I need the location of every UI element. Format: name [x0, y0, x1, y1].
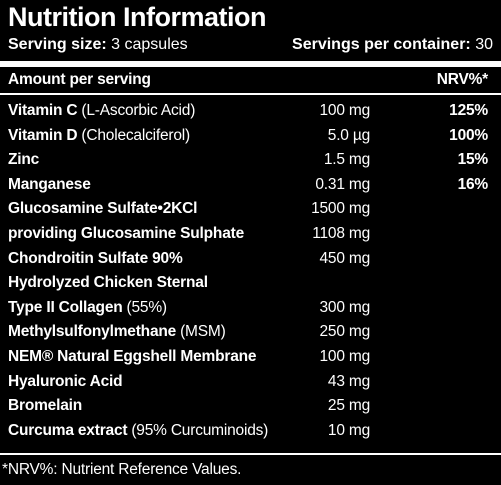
nutrient-name: NEM® Natural Eggshell Membrane — [8, 347, 257, 367]
amount: 10 mg — [327, 421, 370, 439]
nutrient-name: Curcuma extract (95% Curcuminoids) — [8, 421, 268, 441]
amount: 1.5 mg — [323, 151, 370, 169]
nutrient: Zinc — [8, 151, 40, 169]
nutrient: Hyaluronic Acid — [8, 372, 123, 390]
divider — [0, 61, 501, 67]
divider — [0, 93, 501, 95]
nutrient-detail: (Cholecalciferol) — [81, 126, 190, 144]
nutrient-detail: (55%) — [126, 298, 168, 316]
nutrient-detail: (95% Curcuminoids) — [131, 421, 269, 439]
amount: 25 mg — [327, 397, 370, 415]
nrv: 15% — [457, 151, 489, 169]
nutrient: providing Glucosamine Sulphate — [8, 225, 245, 242]
nutrient: Methylsulfonylmethane — [8, 323, 177, 341]
nutrient-detail: (L-Ascorbic Acid) — [81, 102, 196, 119]
serving-size-label: Serving size: — [8, 36, 107, 53]
amount: 0.31 mg — [315, 175, 370, 193]
amount: 250 mg — [319, 323, 371, 341]
nutrient-name: Manganese — [8, 175, 91, 195]
divider — [0, 453, 501, 455]
amount: 300 mg — [319, 298, 371, 316]
nutrient-detail: (MSM) — [180, 323, 226, 341]
nutrient: Vitamin D — [8, 126, 78, 144]
nrv-header: NRV%* — [436, 71, 488, 88]
title: Nutrition Information — [8, 2, 266, 32]
amount-header: Amount per serving — [8, 71, 151, 88]
nutrient-name: Methylsulfonylmethane (MSM) — [8, 322, 226, 342]
nutrient-name: providing Glucosamine Sulphate — [8, 224, 244, 244]
nutrient: Type II Collagen — [8, 298, 123, 316]
nutrient: Glucosamine Sulfate•2KCl — [8, 200, 198, 218]
nutrient-name: Glucosamine Sulfate•2KCl — [8, 199, 197, 219]
nrv: 16% — [457, 175, 489, 193]
footnote: *NRV%: Nutrient Reference Values. — [2, 461, 242, 478]
serving-size: Serving size: 3 capsules — [8, 36, 188, 54]
nutrient-name: Vitamin D (Cholecalciferol) — [8, 126, 190, 146]
amount: 43 mg — [327, 372, 370, 390]
nutrient: Bromelain — [8, 397, 82, 415]
amount: 1108 mg — [312, 225, 370, 242]
amount: 100 mg — [319, 102, 371, 119]
amount: 450 mg — [319, 249, 371, 267]
amount: 5.0 µg — [327, 126, 370, 144]
nutrient: Curcuma extract — [8, 421, 128, 439]
nutrient-name: Zinc — [8, 150, 39, 170]
nutrient: NEM® Natural Eggshell Membrane — [8, 348, 257, 365]
amount: 100 mg — [319, 348, 371, 365]
nrv: 100% — [449, 126, 488, 144]
nutrient: Vitamin C — [8, 102, 78, 119]
nutrient-name: Vitamin C (L-Ascorbic Acid) — [8, 101, 195, 121]
nutrient-name: Hydrolyzed Chicken Sternal — [8, 273, 208, 293]
nutrient-name: Chondroitin Sulfate 90% — [8, 249, 183, 269]
amount: 1500 mg — [311, 200, 370, 218]
nutrient-name: Type II Collagen (55%) — [8, 298, 167, 318]
serving-size-value: 3 capsules — [111, 36, 188, 53]
servings-value: 30 — [475, 36, 493, 53]
nutrient-name: Hyaluronic Acid — [8, 372, 123, 392]
servings: Servings per container: 30 — [292, 36, 493, 54]
nutrient: Hydrolyzed Chicken Sternal — [8, 274, 208, 292]
nutrient-name: Bromelain — [8, 396, 82, 416]
nrv: 125% — [449, 102, 488, 119]
nutrient: Manganese — [8, 175, 91, 193]
nutrient: Chondroitin Sulfate 90% — [8, 249, 183, 267]
servings-label: Servings per container: — [292, 36, 471, 53]
